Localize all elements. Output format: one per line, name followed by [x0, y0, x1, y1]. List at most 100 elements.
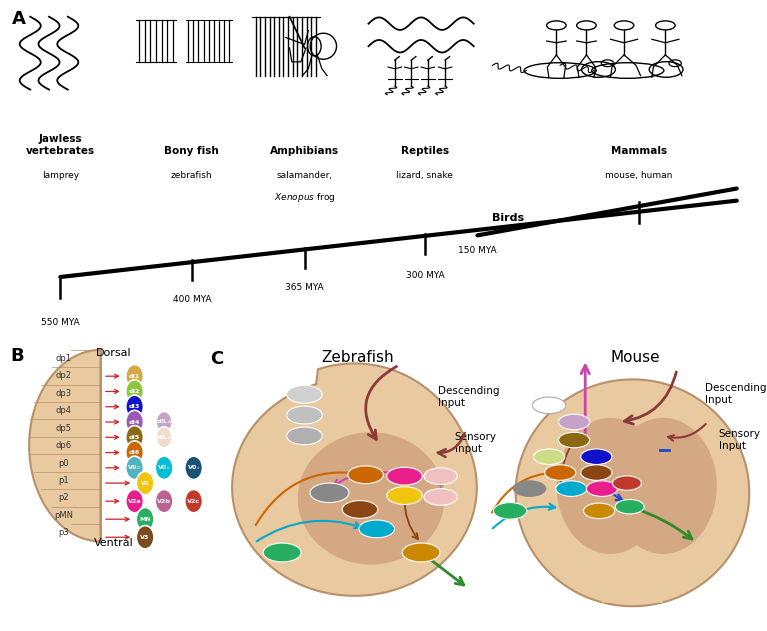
Circle shape: [310, 483, 349, 502]
Text: MN: MN: [140, 517, 151, 522]
Circle shape: [586, 481, 617, 497]
Text: Descending
Input: Descending Input: [705, 384, 766, 405]
Circle shape: [513, 480, 546, 497]
Polygon shape: [29, 350, 101, 541]
Circle shape: [387, 468, 423, 485]
Text: C: C: [210, 350, 223, 368]
Text: dp5: dp5: [55, 423, 71, 433]
Circle shape: [126, 365, 143, 388]
Text: pMN: pMN: [54, 510, 73, 520]
Circle shape: [156, 427, 172, 448]
Text: Ventral: Ventral: [94, 538, 133, 548]
Circle shape: [137, 507, 154, 531]
Text: Amphibians: Amphibians: [270, 146, 339, 156]
Circle shape: [126, 395, 143, 418]
Circle shape: [493, 502, 527, 519]
Circle shape: [424, 468, 457, 485]
Circle shape: [558, 432, 590, 448]
Circle shape: [126, 410, 143, 433]
Circle shape: [545, 465, 576, 480]
Text: lizard, snake: lizard, snake: [397, 171, 453, 180]
Text: Mammals: Mammals: [611, 146, 667, 156]
Circle shape: [137, 471, 154, 495]
Circle shape: [532, 397, 566, 414]
Text: 150 MYA: 150 MYA: [458, 247, 497, 256]
Text: 400 MYA: 400 MYA: [173, 295, 211, 304]
Circle shape: [584, 503, 614, 519]
Circle shape: [126, 456, 143, 480]
Text: $\it{Xenopus}$ frog: $\it{Xenopus}$ frog: [274, 191, 335, 204]
Polygon shape: [609, 418, 717, 554]
Circle shape: [287, 386, 322, 403]
Polygon shape: [602, 577, 663, 603]
Circle shape: [342, 500, 378, 518]
Circle shape: [126, 441, 143, 464]
Circle shape: [581, 465, 612, 480]
Text: V2b: V2b: [157, 498, 171, 504]
Text: p1: p1: [58, 476, 69, 485]
Circle shape: [137, 526, 154, 549]
Circle shape: [155, 490, 173, 513]
Text: V0$_D$: V0$_D$: [127, 463, 142, 472]
Circle shape: [387, 487, 423, 504]
Circle shape: [126, 426, 143, 449]
Text: Descending
Input: Descending Input: [438, 386, 499, 408]
Text: Mouse: Mouse: [611, 350, 660, 365]
Circle shape: [287, 427, 322, 445]
Text: V3: V3: [140, 534, 150, 540]
Circle shape: [402, 543, 440, 562]
Text: dp4: dp4: [55, 406, 71, 415]
Text: p2: p2: [58, 493, 69, 502]
Circle shape: [287, 406, 322, 424]
Polygon shape: [557, 418, 664, 554]
Text: zebrafish: zebrafish: [171, 171, 212, 180]
Text: V0$_v$: V0$_v$: [157, 463, 171, 472]
Text: Sensory
Input: Sensory Input: [719, 429, 761, 451]
Text: V1: V1: [140, 481, 150, 486]
Text: Sensory
Input: Sensory Input: [455, 432, 496, 454]
Text: dp3: dp3: [55, 389, 71, 398]
Text: 300 MYA: 300 MYA: [406, 271, 444, 280]
Text: dI6: dI6: [129, 450, 140, 455]
Text: B: B: [10, 347, 24, 365]
Text: mouse, human: mouse, human: [605, 171, 673, 180]
Text: dI3: dI3: [129, 404, 140, 410]
Circle shape: [185, 456, 202, 480]
Text: 365 MYA: 365 MYA: [285, 283, 324, 292]
Circle shape: [263, 543, 301, 562]
Text: V2c: V2c: [187, 498, 200, 504]
Text: dp2: dp2: [55, 372, 71, 380]
Text: A: A: [12, 10, 25, 28]
Text: dIL$_A$: dIL$_A$: [156, 418, 172, 427]
Circle shape: [558, 414, 590, 430]
Text: Bony fish: Bony fish: [164, 146, 219, 156]
Circle shape: [155, 456, 173, 480]
Text: dI5: dI5: [129, 435, 140, 440]
Text: dp1: dp1: [55, 354, 71, 363]
Text: Dorsal: Dorsal: [96, 348, 131, 358]
Circle shape: [613, 476, 641, 490]
Circle shape: [615, 500, 644, 514]
Text: V2a: V2a: [128, 498, 141, 504]
Polygon shape: [298, 432, 445, 565]
Circle shape: [359, 520, 394, 538]
Text: p0: p0: [58, 459, 69, 468]
Circle shape: [126, 490, 143, 513]
Text: dp6: dp6: [55, 441, 71, 450]
Circle shape: [347, 466, 384, 483]
Text: dIL$_B$: dIL$_B$: [156, 433, 172, 442]
Text: dI4: dI4: [129, 420, 140, 425]
Circle shape: [424, 488, 457, 505]
Text: p3: p3: [58, 528, 69, 537]
Polygon shape: [515, 379, 749, 606]
Text: Zebrafish: Zebrafish: [321, 350, 393, 365]
Circle shape: [534, 449, 565, 464]
Circle shape: [156, 411, 172, 433]
Text: Jawless
vertebrates: Jawless vertebrates: [26, 134, 95, 156]
Text: salamander,: salamander,: [277, 171, 333, 180]
Text: Birds: Birds: [492, 213, 525, 223]
Circle shape: [126, 380, 143, 403]
Text: V0$_c$: V0$_c$: [186, 463, 201, 472]
Text: dI1: dI1: [129, 374, 140, 379]
Text: 550 MYA: 550 MYA: [41, 317, 80, 327]
